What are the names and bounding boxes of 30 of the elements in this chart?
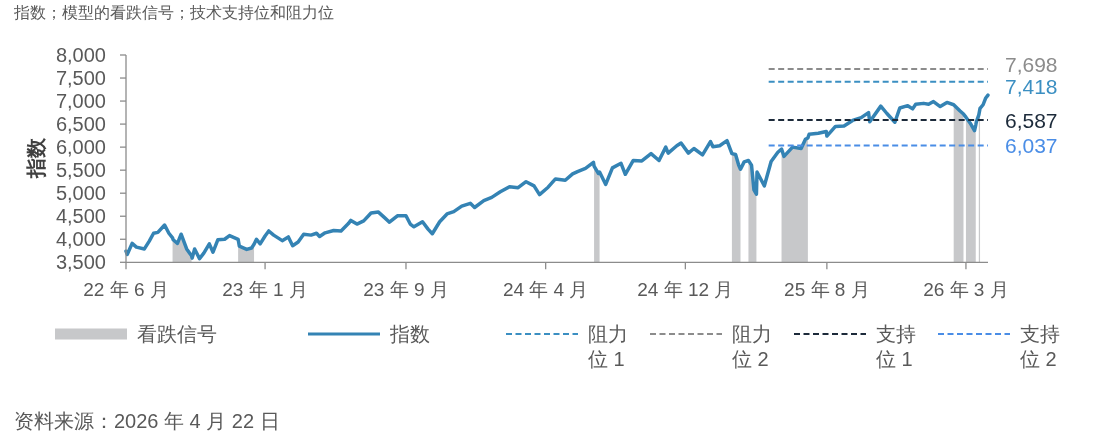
y-tick-label: 5,000 — [55, 182, 106, 205]
y-tick-label: 4,000 — [55, 228, 106, 251]
legend-label: 支持位 1 — [876, 323, 916, 370]
y-tick-label: 6,000 — [55, 136, 106, 159]
x-tick-label: 24 年 12 月 — [637, 279, 734, 301]
data-label: 6,037 — [1005, 133, 1058, 157]
chart-title: 指数；模型的看跌信号；技术支持位和阻力位 — [13, 4, 334, 21]
legend-label: 看跌信号 — [137, 323, 217, 345]
data-label: 7,698 — [1005, 52, 1058, 76]
legend-label: 阻力位 2 — [732, 323, 772, 370]
y-tick-label: 3,500 — [55, 251, 106, 274]
text: 资料来源：2026 年 4 月 22 日 — [14, 410, 280, 432]
y-tick-label: 7,500 — [55, 67, 106, 90]
x-tick-label: 25 年 8 月 — [784, 279, 870, 301]
legend-label: 阻力位 1 — [588, 323, 628, 370]
x-tick-label: 26 年 3 月 — [923, 279, 1009, 301]
x-tick-label: 23 年 1 月 — [222, 279, 308, 301]
y-axis-title: 指数 — [25, 137, 47, 179]
y-tick-label: 5,500 — [55, 159, 106, 182]
y-tick-label: 6,500 — [55, 113, 106, 136]
data-label: 6,587 — [1005, 108, 1058, 132]
x-tick-label: 24 年 4 月 — [502, 279, 589, 301]
x-tick-label: 22 年 6 月 — [83, 279, 169, 301]
legend-label: 支持位 2 — [1020, 323, 1060, 370]
y-tick-label: 4,500 — [55, 205, 106, 228]
y-tick-label: 7,000 — [55, 90, 106, 113]
y-tick-label: 8,000 — [55, 44, 106, 66]
data-label: 7,418 — [1005, 74, 1058, 98]
x-tick-label: 23 年 9 月 — [363, 279, 449, 301]
legend-label: 指数 — [389, 323, 430, 345]
